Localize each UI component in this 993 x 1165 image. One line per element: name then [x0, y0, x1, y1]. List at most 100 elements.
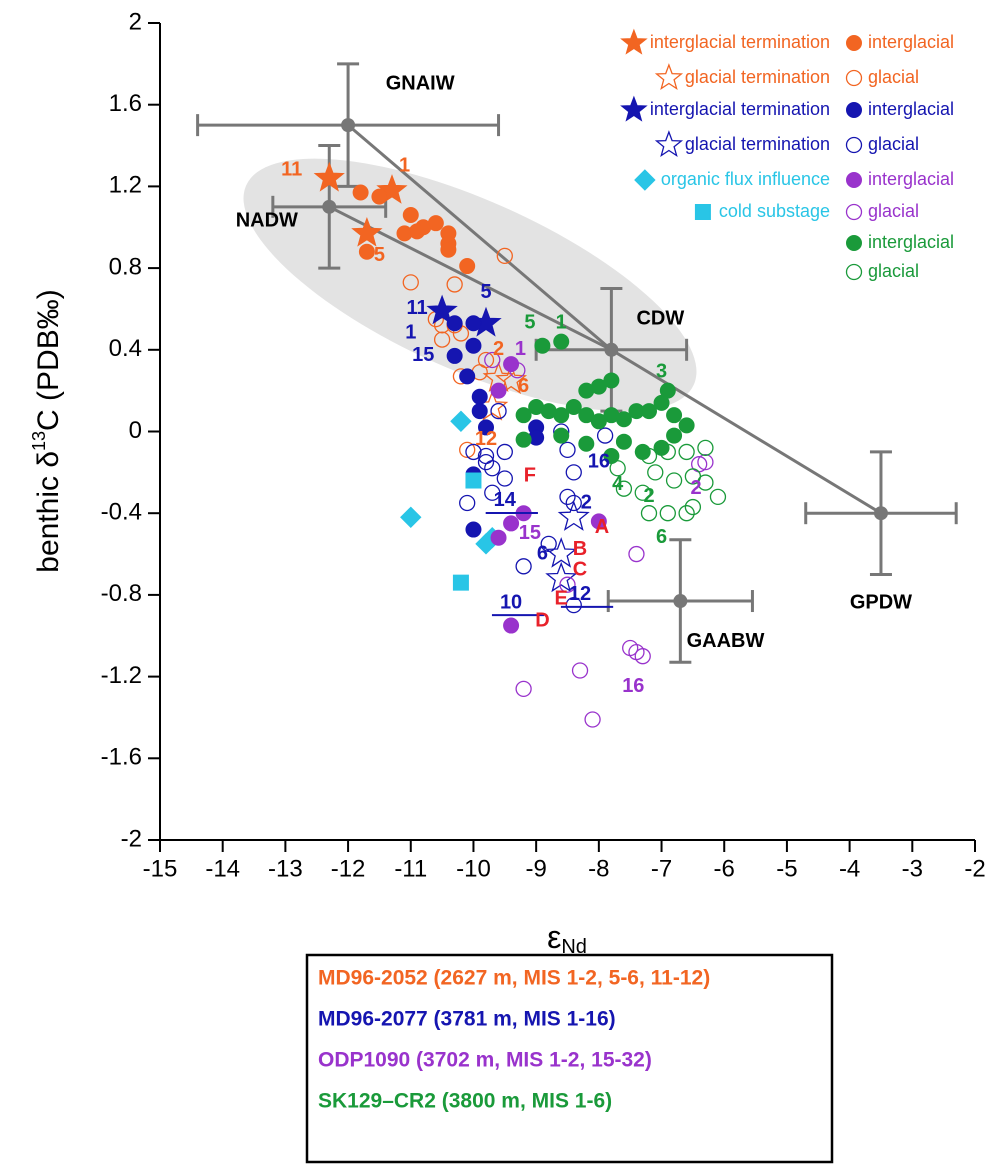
legend-marker — [845, 69, 863, 87]
x-tick-label: -11 — [394, 855, 427, 882]
y-tick-label: -1.2 — [101, 662, 142, 689]
circle-marker — [515, 558, 532, 575]
x-tick-label: -9 — [525, 855, 546, 882]
x-tick-label: -10 — [456, 855, 491, 882]
annotation: 15 — [519, 522, 541, 544]
circle-marker — [640, 505, 658, 522]
circle-marker — [684, 498, 702, 516]
circle-marker — [440, 241, 457, 258]
annotation: F — [524, 465, 536, 487]
x-tick-label: -5 — [776, 855, 797, 882]
end-member-label: GAABW — [687, 630, 765, 652]
legend-marker — [845, 203, 863, 221]
circle-marker — [584, 711, 601, 728]
circle-marker — [471, 388, 488, 405]
y-tick-label: -0.8 — [101, 580, 142, 607]
star-marker — [426, 294, 458, 325]
mixing-line — [610, 348, 882, 515]
circle-marker — [459, 368, 476, 385]
circle-marker — [615, 433, 632, 450]
circle-marker — [596, 427, 614, 444]
annotation: 6 — [518, 375, 529, 397]
end-member-point — [322, 199, 337, 214]
y-axis-label-main: benthic δ — [32, 451, 65, 573]
star-marker — [313, 161, 345, 192]
y-axis-label-sup: 13 — [29, 431, 49, 451]
legend-label: interglacial — [868, 232, 954, 252]
circle-marker — [496, 247, 513, 264]
x-tick-label: -15 — [143, 855, 178, 882]
circle-marker — [465, 443, 482, 461]
circle-marker — [640, 447, 658, 465]
legend-marker — [654, 130, 684, 157]
circle-marker — [659, 443, 676, 461]
circle-marker — [678, 417, 695, 434]
annotation: 1 — [399, 154, 410, 176]
legend-label: interglacial — [868, 99, 954, 119]
circle-marker — [409, 223, 426, 240]
legend-label: glacial termination — [685, 67, 830, 87]
annotation: A — [595, 516, 609, 538]
end-member-label: GNAIW — [386, 73, 455, 95]
legend-label: interglacial termination — [650, 32, 830, 52]
y-tick-label: 0 — [129, 417, 142, 444]
circle-marker — [477, 453, 495, 471]
annotation: E — [555, 587, 568, 609]
y-axis-label-rest: C (PDB‰) — [32, 289, 65, 431]
circle-marker — [402, 206, 419, 223]
y-tick-label: -0.4 — [101, 499, 142, 526]
circle-marker — [697, 474, 714, 491]
legend-marker — [620, 28, 648, 55]
annotation: 12 — [475, 428, 497, 450]
circle-marker — [559, 488, 576, 506]
circle-marker — [553, 333, 570, 350]
annotation: 5 — [480, 281, 491, 303]
star-marker — [545, 537, 578, 568]
legend-label: cold substage — [719, 201, 830, 221]
x-axis-label: εNd — [547, 919, 587, 958]
x-tick-label: -14 — [205, 855, 240, 882]
circle-marker — [446, 315, 463, 332]
legend-label: glacial termination — [685, 134, 830, 154]
end-member-point — [341, 118, 356, 133]
end-member-point — [604, 342, 619, 357]
x-tick-label: -7 — [651, 855, 672, 882]
x-tick-label: -12 — [331, 855, 366, 882]
x-tick-label: -2 — [964, 855, 985, 882]
x-tick-label: -4 — [839, 855, 860, 882]
circle-marker — [446, 347, 463, 364]
x-tick-label: -8 — [588, 855, 609, 882]
site-legend-box — [305, 953, 834, 1164]
circle-marker — [496, 443, 513, 461]
circle-marker — [571, 662, 589, 679]
circle-marker — [666, 407, 683, 424]
circle-marker — [490, 529, 507, 546]
circle-marker — [678, 443, 695, 461]
annotation: 2 — [643, 485, 654, 507]
circle-marker — [565, 398, 582, 415]
annotation: C — [573, 559, 587, 581]
circle-marker — [503, 617, 520, 634]
x-tick-label: -6 — [714, 855, 735, 882]
y-tick-label: 1.6 — [109, 90, 142, 117]
square-marker — [465, 472, 482, 489]
circle-marker — [446, 276, 463, 293]
circle-marker — [459, 494, 476, 512]
y-tick-label: 1.2 — [109, 172, 142, 199]
annotation: 2 — [581, 491, 592, 513]
circle-marker — [490, 402, 507, 420]
circle-marker — [509, 362, 526, 379]
legend-marker — [846, 35, 862, 51]
circle-marker — [634, 648, 651, 665]
annotation: B — [573, 538, 587, 560]
circle-marker — [697, 453, 714, 471]
annotation: 2 — [690, 477, 701, 499]
circle-marker — [553, 407, 570, 424]
circle-marker — [666, 427, 683, 444]
circle-marker — [471, 403, 488, 420]
circle-marker — [609, 460, 626, 477]
annotation: 10 — [500, 591, 522, 613]
y-tick-label: -2 — [121, 825, 142, 852]
circle-marker — [697, 439, 714, 456]
circle-marker — [559, 441, 576, 459]
